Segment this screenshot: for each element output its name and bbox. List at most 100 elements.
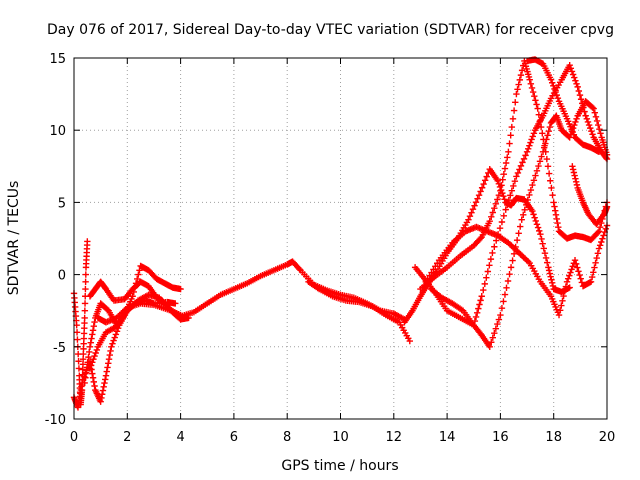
data-point: [491, 204, 498, 212]
data-point: [86, 348, 93, 356]
data-point: [505, 196, 512, 204]
data-point: [101, 379, 108, 387]
data-point: [572, 175, 579, 182]
x-tick-label: 2: [123, 430, 131, 445]
data-point: [504, 154, 511, 161]
data-point: [487, 255, 495, 263]
data-point: [548, 279, 556, 287]
data-point: [554, 219, 561, 227]
data-point: [547, 273, 554, 280]
data-point: [530, 130, 538, 137]
data-point: [110, 337, 117, 344]
data-point: [516, 76, 524, 84]
data-point: [569, 166, 577, 173]
data-point: [506, 140, 513, 147]
data-point: [75, 365, 83, 372]
data-point: [507, 132, 514, 139]
data-point: [533, 221, 541, 228]
data-point: [89, 370, 96, 377]
data-point: [501, 165, 509, 172]
data-point: [597, 130, 604, 137]
data-point: [177, 311, 184, 319]
data-point: [486, 343, 493, 350]
data-point: [75, 358, 82, 365]
data-point: [500, 193, 507, 200]
data-point: [510, 182, 517, 190]
data-point: [507, 192, 514, 199]
data-point: [555, 223, 562, 231]
data-point: [534, 105, 541, 112]
data-point: [500, 212, 508, 220]
data-point: [483, 173, 490, 180]
data-point: [516, 223, 524, 230]
data-point: [538, 153, 545, 160]
data-point: [567, 65, 575, 72]
y-axis-title: SDTVAR / TECUs: [6, 181, 22, 296]
data-point: [574, 264, 581, 271]
data-point: [593, 254, 600, 262]
data-point: [594, 250, 602, 257]
data-point: [87, 339, 94, 346]
data-point: [588, 273, 596, 281]
data-point: [501, 291, 509, 298]
data-point: [570, 169, 578, 176]
data-point: [539, 240, 546, 247]
data-point: [520, 155, 528, 163]
x-tick-label: 6: [230, 430, 238, 445]
data-point: [82, 278, 89, 286]
data-point: [568, 266, 575, 273]
data-point: [587, 124, 594, 132]
data-point: [567, 269, 574, 276]
data-point: [85, 353, 92, 361]
x-tick-label: 0: [70, 430, 78, 445]
data-point: [497, 311, 504, 319]
data-point: [556, 307, 564, 314]
data-point: [476, 301, 483, 308]
data-point: [466, 213, 474, 220]
data-point: [107, 347, 114, 355]
data-point: [89, 359, 96, 366]
x-tick-label: 8: [283, 430, 291, 445]
data-point: [97, 398, 104, 405]
data-point: [540, 144, 548, 151]
data-point: [552, 88, 559, 96]
data-point: [105, 355, 113, 363]
data-point: [100, 383, 107, 391]
series-pass-14: [569, 163, 611, 228]
data-point: [480, 286, 487, 294]
data-point: [102, 376, 109, 383]
data-point: [83, 364, 91, 371]
data-point: [582, 112, 589, 119]
data-point: [539, 148, 547, 156]
data-point: [495, 316, 503, 323]
data-point: [561, 288, 568, 295]
data-point: [511, 177, 519, 185]
data-point: [577, 275, 584, 282]
data-point: [584, 118, 592, 126]
y-tick-label: -5: [53, 341, 66, 356]
data-point: [520, 211, 527, 218]
x-tick-label: 10: [332, 430, 349, 445]
data-point: [488, 339, 495, 346]
data-point: [579, 100, 586, 107]
y-tick-label: 15: [49, 52, 66, 67]
data-point: [90, 322, 97, 330]
data-point: [548, 79, 556, 86]
data-point: [91, 382, 98, 390]
data-point: [577, 96, 585, 103]
data-point: [104, 364, 111, 371]
data-point: [502, 206, 509, 213]
data-point: [89, 374, 97, 381]
data-point: [571, 172, 578, 179]
data-point: [472, 198, 480, 206]
data-point: [91, 352, 98, 360]
data-point: [569, 263, 576, 270]
data-point: [528, 84, 536, 92]
data-point: [477, 188, 484, 195]
data-point: [514, 86, 521, 93]
data-point: [504, 277, 512, 285]
data-point: [542, 254, 550, 262]
data-point: [546, 123, 554, 131]
data-point: [519, 159, 526, 166]
data-point: [504, 201, 511, 209]
